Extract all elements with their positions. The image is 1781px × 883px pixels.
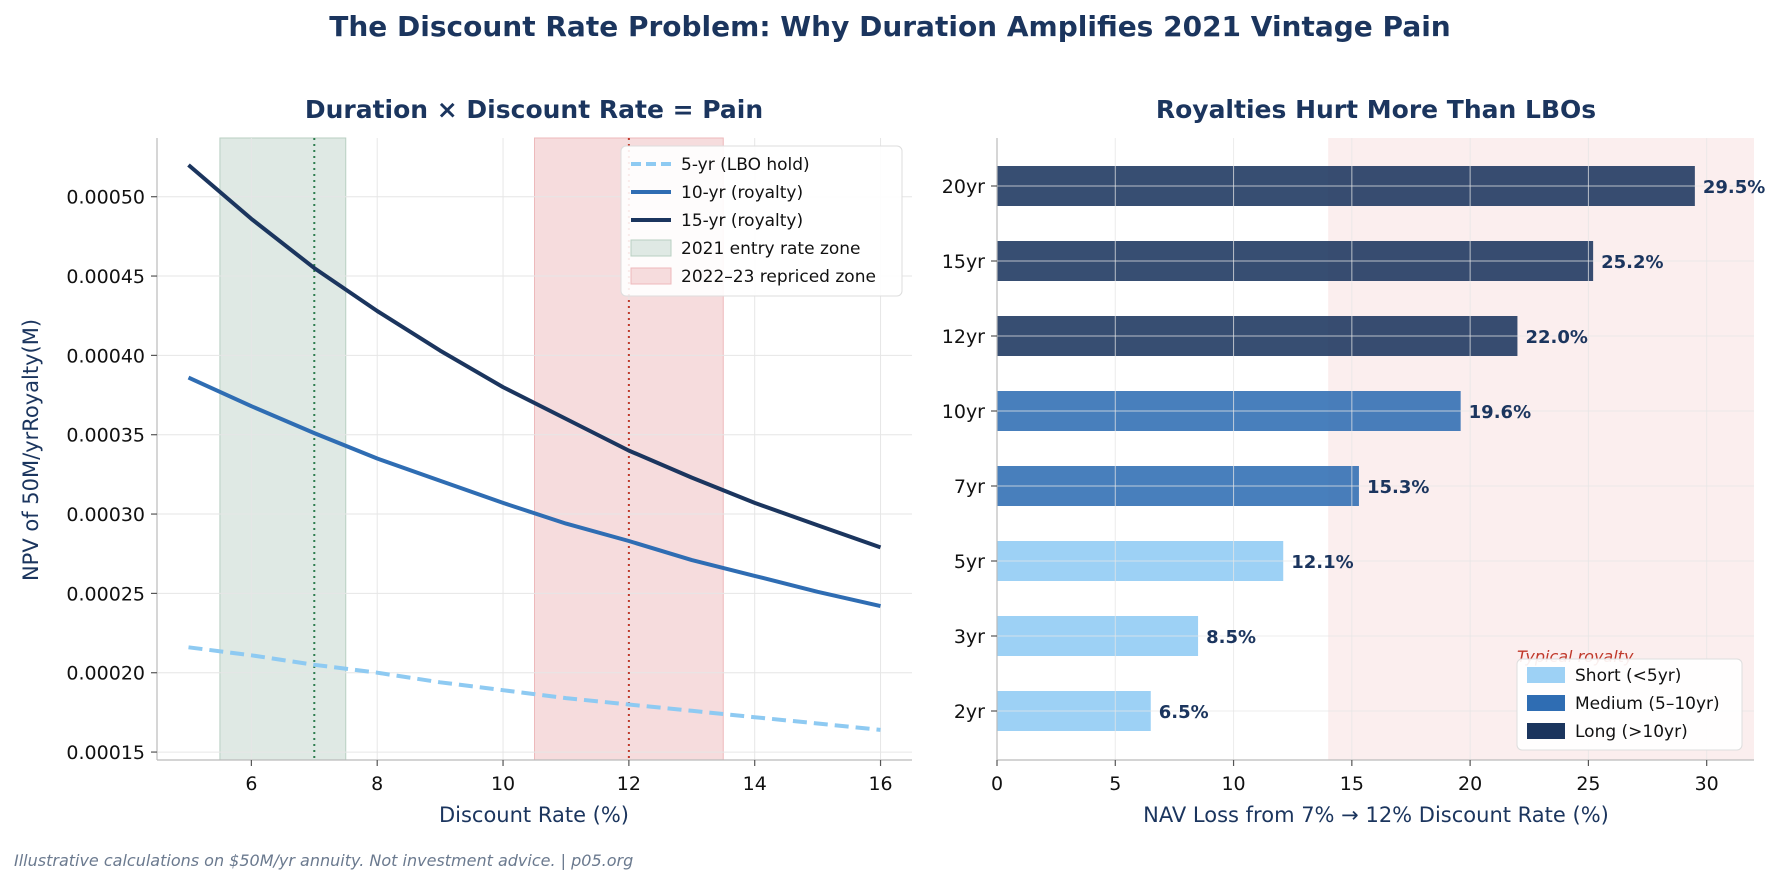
- y-tick-label: 0.00035: [66, 425, 145, 447]
- left-x-ticks: 6 8 10 12 14 16: [245, 760, 893, 795]
- legend-label: 10-yr (royalty): [681, 183, 803, 203]
- figure-title: The Discount Rate Problem: Why Duration …: [329, 10, 1451, 43]
- bar-value-label: 19.6%: [1469, 402, 1531, 423]
- x-tick-label: 30: [1695, 773, 1719, 795]
- legend-swatch-zone-0: [630, 239, 672, 257]
- legend-swatch-1: [1527, 695, 1565, 711]
- legend-label: Long (>10yr): [1575, 722, 1688, 742]
- left-axes: [156, 138, 912, 761]
- npv-lines: [187, 163, 882, 732]
- x-tick-label: 0: [991, 773, 1003, 795]
- right-axes: [996, 138, 1754, 761]
- y-tick-label: 0.00025: [66, 583, 145, 605]
- x-tick-label: 10: [1221, 773, 1245, 795]
- left-y-axis-label: NPV of 50M/yrRoyalty(M): [19, 319, 43, 581]
- right-y-ticks: 2yr 3yr 5yr 7yr 10yr 12yr 15yr 20yr: [942, 176, 997, 723]
- category-label: 15yr: [942, 251, 985, 273]
- x-tick-label: 8: [371, 773, 383, 795]
- category-label: 5yr: [954, 551, 985, 573]
- x-tick-label: 10: [491, 773, 515, 795]
- legend-swatch-0: [1527, 667, 1565, 683]
- category-label: 3yr: [954, 626, 985, 648]
- y-tick-label: 0.00030: [66, 504, 145, 526]
- x-tick-label: 20: [1458, 773, 1482, 795]
- series-line-2: [187, 163, 882, 550]
- y-tick-label: 0.00050: [66, 187, 145, 209]
- category-label: 12yr: [942, 326, 985, 348]
- legend-label: 5-yr (LBO hold): [681, 155, 810, 175]
- left-legend: 5-yr (LBO hold) 10-yr (royalty) 15-yr (roy…: [620, 145, 903, 297]
- bar-value-label: 25.2%: [1601, 252, 1663, 273]
- right-x-axis-label: NAV Loss from 7% → 12% Discount Rate (%): [1143, 803, 1609, 827]
- series-line-1: [187, 375, 881, 609]
- y-tick-label: 0.00020: [66, 663, 145, 685]
- legend-swatch-zone-1: [630, 267, 672, 285]
- category-label: 20yr: [942, 176, 985, 198]
- x-tick-label: 16: [868, 773, 892, 795]
- legend-label: 15-yr (royalty): [681, 211, 803, 231]
- x-tick-label: 5: [1109, 773, 1121, 795]
- bar-value-label: 15.3%: [1367, 477, 1429, 498]
- x-tick-label: 15: [1340, 773, 1364, 795]
- y-tick-label: 0.00015: [66, 742, 145, 764]
- legend-label: Medium (5–10yr): [1575, 694, 1720, 714]
- bar-value-label: 22.0%: [1525, 327, 1587, 348]
- legend-label: 2021 entry rate zone: [681, 239, 861, 259]
- right-x-ticks: 0 5 10 15 20 25 30: [991, 760, 1719, 795]
- legend-frame: [620, 145, 903, 297]
- y-tick-label: 0.00040: [66, 345, 145, 367]
- right-chart-title: Royalties Hurt More Than LBOs: [1156, 95, 1596, 124]
- x-tick-label: 12: [617, 773, 641, 795]
- legend-swatch-2: [1527, 723, 1565, 739]
- bar-value-label: 6.5%: [1159, 702, 1209, 723]
- legend-frame: [1516, 658, 1743, 751]
- left-chart: Duration × Discount Rate = Pain 6 8 10 12 14…: [19, 95, 912, 827]
- bar-value-label: 8.5%: [1206, 627, 1256, 648]
- category-label: 2yr: [954, 701, 985, 723]
- series-line-0: [188, 645, 881, 732]
- x-tick-label: 14: [743, 773, 767, 795]
- category-label: 7yr: [954, 476, 985, 498]
- x-tick-label: 25: [1576, 773, 1600, 795]
- category-label: 10yr: [942, 401, 985, 423]
- left-x-axis-label: Discount Rate (%): [439, 803, 629, 827]
- bar-value-labels: 6.5% 8.5% 12.1% 15.3% 19.6% 22.0% 25.2% 29.5%: [1159, 177, 1766, 723]
- x-tick-label: 6: [245, 773, 257, 795]
- left-chart-title: Duration × Discount Rate = Pain: [305, 95, 763, 124]
- right-legend: Short (<5yr) Medium (5–10yr) Long (>10yr): [1516, 658, 1743, 751]
- y-tick-label: 0.00045: [66, 266, 145, 288]
- bar-value-label: 12.1%: [1291, 552, 1353, 573]
- footer-note: Illustrative calculations on $50M/yr ann…: [14, 851, 633, 870]
- right-chart: Royalties Hurt More Than LBOs 6.5% 8.5% 12…: [942, 95, 1766, 827]
- bar-value-label: 29.5%: [1703, 177, 1765, 198]
- legend-label: Short (<5yr): [1575, 666, 1681, 686]
- left-y-ticks: 0.00015 0.00020 0.00025 0.00030 0.00035 0.000…: [66, 187, 157, 764]
- legend-label: 2022–23 repriced zone: [681, 267, 876, 287]
